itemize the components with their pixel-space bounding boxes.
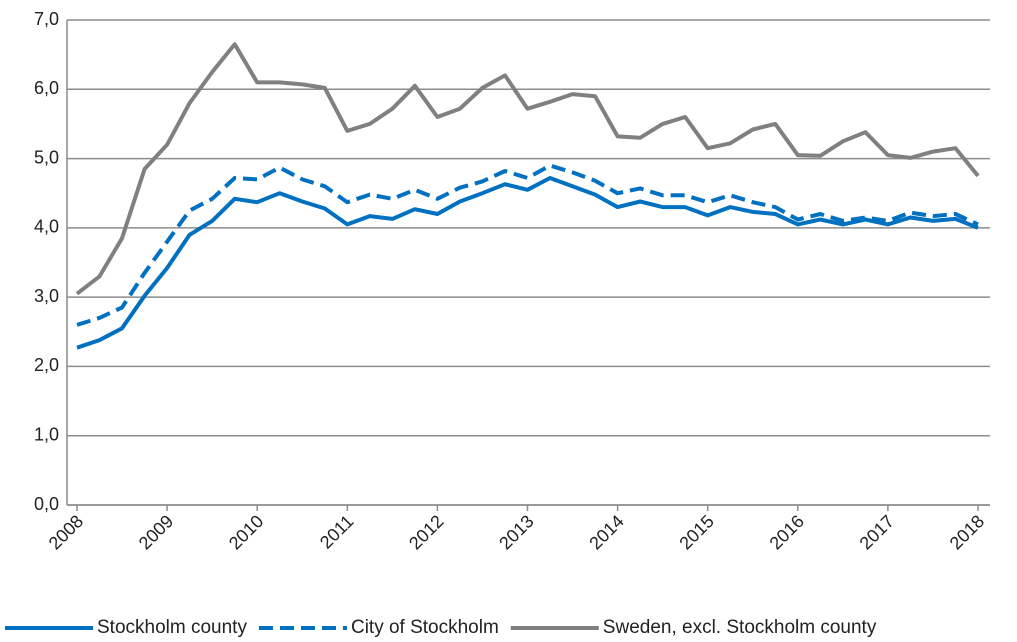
y-tick-label: 2,0 <box>34 355 59 375</box>
series-line <box>76 176 979 350</box>
y-tick-label: 0,0 <box>34 494 59 514</box>
y-tick-label: 6,0 <box>34 78 59 98</box>
x-tick-label: 2008 <box>45 511 87 553</box>
x-tick-label: 2014 <box>585 511 627 553</box>
x-tick-label: 2018 <box>946 511 988 553</box>
y-tick-label: 4,0 <box>34 217 59 237</box>
x-tick-label: 2010 <box>225 511 267 553</box>
legend-label: Sweden, excl. Stockholm county <box>603 617 877 638</box>
y-tick-label: 5,0 <box>34 147 59 167</box>
x-tick-label: 2013 <box>495 511 537 553</box>
legend: Stockholm county City of Stockholm Sweden,… <box>5 617 877 638</box>
series-line <box>76 163 979 327</box>
x-tick-label: 2016 <box>766 511 808 553</box>
x-tick-label: 2015 <box>675 511 717 553</box>
x-tick-label: 2012 <box>405 511 447 553</box>
x-tick-label: 2017 <box>856 511 898 553</box>
y-tick-label: 1,0 <box>34 424 59 444</box>
y-tick-label: 7,0 <box>34 9 59 29</box>
x-tick-label: 2009 <box>135 511 177 553</box>
series-line <box>75 42 980 296</box>
legend-label: City of Stockholm <box>351 617 499 638</box>
legend-label: Stockholm county <box>97 617 247 638</box>
x-tick-label: 2011 <box>316 511 358 553</box>
y-tick-label: 3,0 <box>34 286 59 306</box>
